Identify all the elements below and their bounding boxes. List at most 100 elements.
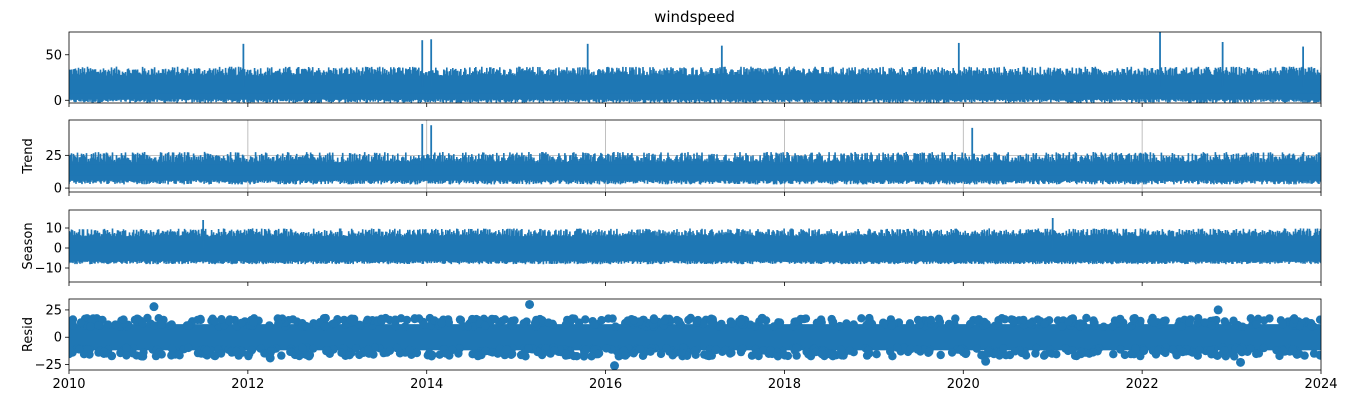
resid-point: [249, 318, 258, 327]
y-tick-label: 0: [54, 94, 62, 109]
resid-point: [481, 346, 490, 356]
resid-point: [888, 352, 897, 361]
resid-point: [107, 351, 116, 361]
resid-point: [972, 344, 982, 353]
resid-point: [1025, 319, 1035, 328]
resid-point: [150, 321, 159, 330]
resid-point: [972, 316, 981, 325]
y-tick-label: −25: [35, 358, 62, 373]
resid-outlier: [1236, 357, 1246, 367]
resid-point: [184, 343, 193, 353]
x-tick-label: 2020: [947, 377, 980, 392]
resid-point: [184, 321, 194, 330]
resid-point: [947, 348, 957, 357]
resid-point: [1047, 349, 1057, 358]
resid-point: [435, 350, 444, 359]
resid-point: [660, 316, 669, 325]
resid-point: [1185, 318, 1194, 327]
resid-point: [488, 348, 497, 357]
resid-point: [154, 314, 163, 323]
resid-point: [836, 345, 846, 355]
y-tick-label: 50: [45, 48, 62, 63]
resid-point: [1000, 315, 1010, 324]
resid-point: [736, 318, 745, 327]
resid-point: [385, 346, 395, 355]
resid-point: [773, 352, 783, 361]
y-tick-label: −10: [35, 262, 62, 277]
resid-point: [581, 315, 590, 324]
resid-point: [502, 345, 511, 354]
resid-point: [899, 343, 909, 353]
resid-point: [1307, 321, 1316, 331]
resid-point: [1082, 313, 1091, 323]
resid-point: [1109, 350, 1118, 359]
resid-point: [350, 317, 359, 326]
resid-point: [437, 319, 447, 328]
resid-point: [277, 351, 286, 360]
resid-point: [1079, 320, 1088, 329]
resid-point: [103, 320, 113, 329]
resid-point: [1220, 346, 1229, 355]
resid-point: [725, 349, 735, 358]
x-tick-label: 2014: [410, 377, 443, 392]
resid-point: [629, 349, 638, 358]
resid-point: [926, 315, 936, 325]
resid-point: [1161, 348, 1170, 358]
resid-point: [1300, 351, 1309, 360]
resid-point: [811, 347, 820, 357]
dense-band: [69, 164, 1321, 176]
resid-point: [906, 344, 915, 354]
resid-point: [412, 348, 422, 358]
resid-point: [842, 319, 851, 328]
resid-point: [699, 319, 708, 329]
dense-band: [69, 79, 1321, 94]
y-axis-label: Trend: [21, 138, 36, 175]
resid-point: [1188, 348, 1197, 357]
resid-point: [309, 344, 318, 353]
resid-point: [1021, 351, 1031, 360]
resid-point: [1072, 351, 1081, 361]
resid-point: [1178, 347, 1188, 357]
resid-outlier: [265, 353, 275, 363]
resid-point: [769, 322, 779, 331]
resid-point: [792, 317, 801, 326]
resid-point: [395, 349, 405, 358]
resid-point: [320, 322, 330, 331]
resid-point: [1090, 318, 1099, 328]
resid-point: [305, 350, 315, 360]
resid-point: [602, 344, 611, 353]
resid-point: [210, 317, 219, 326]
resid-point: [74, 345, 84, 354]
resid-outlier: [981, 356, 991, 366]
resid-point: [442, 349, 451, 358]
resid-point: [86, 322, 95, 331]
resid-point: [76, 318, 86, 327]
resid-point: [594, 349, 604, 358]
resid-point: [944, 319, 954, 329]
resid-point: [345, 351, 354, 360]
panel-trend: 0 25 Trend: [21, 119, 1322, 197]
resid-point: [337, 348, 346, 357]
resid-point: [587, 352, 596, 361]
resid-point: [757, 313, 767, 323]
resid-point: [122, 343, 131, 353]
resid-point: [122, 351, 131, 360]
resid-point: [410, 314, 419, 324]
resid-point: [1290, 315, 1299, 324]
resid-point: [1229, 316, 1238, 325]
resid-point: [216, 349, 226, 358]
series-trend: [69, 123, 1321, 185]
x-tick-label: 2022: [1126, 377, 1159, 392]
resid-point: [322, 346, 331, 355]
resid-point: [780, 351, 789, 360]
resid-point: [709, 318, 718, 328]
resid-point: [1010, 347, 1020, 356]
resid-point: [845, 346, 854, 355]
resid-point: [581, 345, 591, 354]
resid-point: [692, 316, 701, 326]
x-tick-label: 2024: [1304, 377, 1337, 392]
resid-point: [1177, 322, 1186, 331]
resid-point: [1238, 322, 1247, 331]
chart-title: windspeed: [654, 8, 735, 26]
